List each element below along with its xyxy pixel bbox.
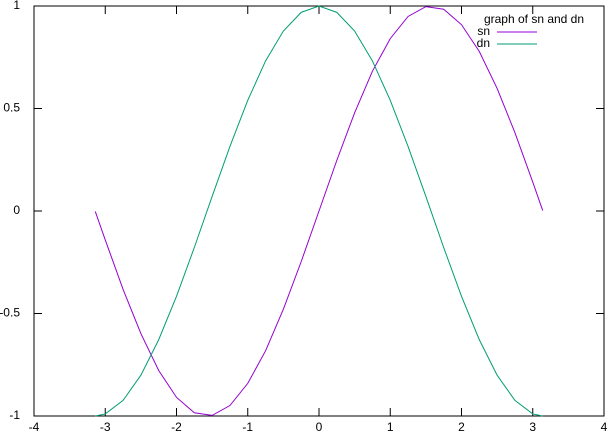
- y-tick-label: -1: [9, 408, 20, 422]
- x-tick-label: -3: [100, 420, 111, 434]
- x-tick-label: -1: [242, 420, 253, 434]
- x-tick-label: -2: [171, 420, 182, 434]
- line-series: [94, 6, 544, 416]
- x-tick-label: 4: [601, 420, 608, 434]
- x-tick-label: 1: [387, 420, 394, 434]
- legend-title: graph of sn and dn: [484, 12, 584, 26]
- y-tick-label: 0.5: [3, 101, 20, 115]
- line-series: [95, 5, 543, 417]
- legend-label: dn: [477, 36, 490, 50]
- x-tick-label: 0: [316, 420, 323, 434]
- x-tick-label: 3: [529, 420, 536, 434]
- y-tick-label: -0.5: [0, 306, 20, 320]
- legend-label: sn: [477, 24, 490, 38]
- x-tick-label: -4: [29, 420, 40, 434]
- y-tick-label: 1: [13, 0, 20, 12]
- y-tick-label: 0: [13, 203, 20, 217]
- x-tick-label: 2: [458, 420, 465, 434]
